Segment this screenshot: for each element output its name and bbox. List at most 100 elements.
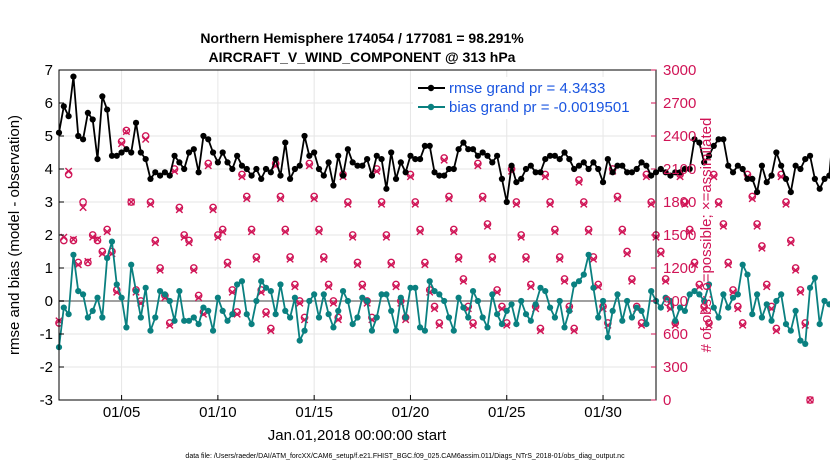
rmse-point xyxy=(378,156,385,163)
obs-assimilated-marker xyxy=(536,327,545,335)
right-tick-label: 900 xyxy=(663,293,688,310)
obs-assimilated-marker xyxy=(705,321,713,329)
bias-point xyxy=(388,307,395,314)
obs-assimilated-marker xyxy=(435,321,444,329)
rmse-point xyxy=(773,149,780,156)
bias-point xyxy=(758,314,766,321)
bias-point xyxy=(754,291,761,298)
bias-point xyxy=(460,304,467,311)
obs-assimilated-stroke xyxy=(551,228,559,236)
rmse-point xyxy=(643,162,650,169)
bias-point xyxy=(118,294,125,301)
obs-possible-marker xyxy=(628,275,636,283)
rmse-point xyxy=(147,175,154,182)
obs-assimilated-stroke xyxy=(353,261,362,269)
rmse-point xyxy=(392,175,400,182)
obs-assimilated-stroke xyxy=(209,206,217,214)
rmse-point xyxy=(267,169,274,176)
obs-assimilated-marker xyxy=(546,200,554,208)
obs-assimilated-marker xyxy=(64,167,73,175)
obs-assimilated-stroke xyxy=(498,305,506,313)
bias-point xyxy=(412,284,419,291)
obs-assimilated-marker xyxy=(724,261,732,269)
obs-possible-marker xyxy=(209,203,217,212)
rmse-point xyxy=(291,165,299,173)
obs-assimilated-marker xyxy=(488,255,497,263)
rmse-point xyxy=(508,162,515,169)
bias-point xyxy=(402,314,409,321)
rmse-point xyxy=(311,149,318,156)
obs-assimilated-stroke xyxy=(344,200,352,208)
obs-assimilated-stroke xyxy=(450,228,458,236)
obs-assimilated-stroke xyxy=(377,200,386,208)
obs-assimilated-stroke xyxy=(522,255,530,263)
obs-assimilated-marker xyxy=(806,396,814,404)
rmse-point xyxy=(272,156,279,163)
obs-assimilated-stroke xyxy=(64,167,73,175)
left-tick-label: 6 xyxy=(45,95,53,112)
obs-possible-marker xyxy=(474,159,482,168)
obs-assimilated-marker xyxy=(151,239,159,247)
obs-assimilated-marker xyxy=(782,200,790,208)
obs-assimilated-marker xyxy=(276,195,285,203)
bias-point xyxy=(359,294,366,301)
bias-point xyxy=(821,297,828,305)
obs-possible-marker xyxy=(661,275,670,283)
rmse-point xyxy=(397,159,404,166)
left-tick-label: -2 xyxy=(40,359,53,376)
obs-assimilated-marker xyxy=(748,195,756,203)
obs-possible-marker xyxy=(685,225,694,234)
rmse-point xyxy=(806,152,814,159)
bias-point xyxy=(229,311,236,318)
bias-point xyxy=(238,278,246,285)
bias-point xyxy=(137,314,144,321)
right-tick-label: 2100 xyxy=(663,161,696,178)
obs-assimilated-marker xyxy=(329,299,338,307)
obs-assimilated-marker xyxy=(686,228,694,236)
obs-assimilated-marker xyxy=(406,173,415,181)
obs-assimilated-stroke xyxy=(657,250,665,258)
obs-possible-marker xyxy=(772,324,781,333)
rmse-point xyxy=(710,142,717,149)
obs-assimilated-stroke xyxy=(382,233,391,241)
obs-assimilated-marker xyxy=(483,222,492,230)
legend-rmse-label: rmse grand pr = 4.3433 xyxy=(449,80,605,97)
rmse-point xyxy=(402,169,409,176)
obs-assimilated-marker xyxy=(190,266,198,274)
rmse-point xyxy=(624,169,631,176)
rmse-point xyxy=(142,156,149,163)
obs-possible-marker xyxy=(445,192,453,201)
obs-possible-marker xyxy=(387,258,396,267)
bias-point xyxy=(749,311,756,318)
obs-possible-marker xyxy=(324,280,333,289)
rmse-point xyxy=(407,152,414,159)
x-axis-ticks: 01/05 01/10 01/15 01/20 01/25 01/30 xyxy=(103,395,622,421)
obs-assimilated-stroke xyxy=(310,195,318,203)
bias-point xyxy=(79,291,87,298)
obs-assimilated-stroke xyxy=(503,321,511,329)
bias-point xyxy=(277,281,284,288)
obs-assimilated-stroke xyxy=(286,255,294,263)
obs-assimilated-marker xyxy=(223,261,232,269)
bias-point xyxy=(152,314,159,321)
title-line-1: Northern Hemisphere 174054 / 177081 = 98… xyxy=(200,30,524,46)
rmse-point xyxy=(224,159,231,166)
obs-assimilated-stroke xyxy=(334,316,342,324)
obs-assimilated-stroke xyxy=(454,255,463,263)
bias-point xyxy=(205,307,212,314)
bias-point xyxy=(537,284,544,291)
obs-assimilated-marker xyxy=(103,228,111,236)
right-tick-label: 600 xyxy=(663,326,688,343)
obs-assimilated-marker xyxy=(194,294,203,302)
obs-assimilated-marker xyxy=(185,239,193,247)
bias-point xyxy=(826,301,830,308)
bias-point xyxy=(128,261,135,268)
rmse-point xyxy=(537,169,544,176)
obs-assimilated-stroke xyxy=(724,261,732,269)
rmse-point xyxy=(70,73,77,80)
obs-possible-marker xyxy=(93,236,102,245)
rmse-point xyxy=(123,146,130,153)
bias-point xyxy=(335,307,342,314)
bias-point xyxy=(527,317,534,324)
